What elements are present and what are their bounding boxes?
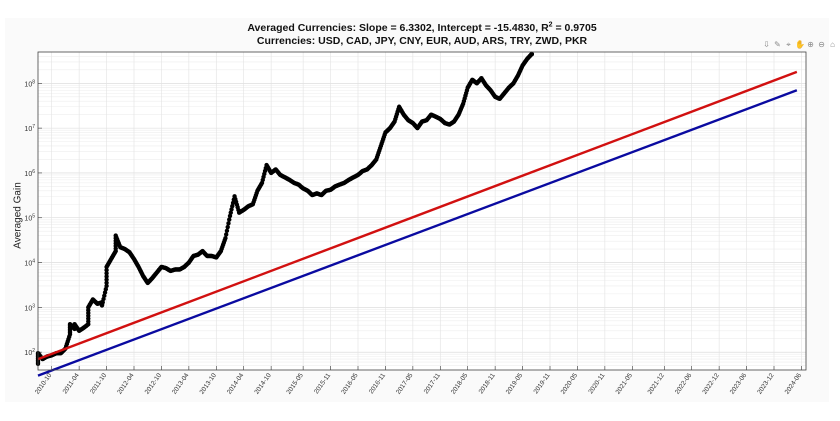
y-tick-label: 103 (24, 303, 35, 312)
x-tick-label: 2011-04 (62, 372, 81, 395)
data-point (223, 235, 228, 241)
series-averaged-gain (35, 51, 534, 367)
x-tick-label: 2018-05 (450, 372, 470, 396)
data-point (225, 224, 230, 230)
y-tick-label: 104 (24, 259, 35, 268)
x-tick-label: 2021-05 (615, 372, 635, 396)
zoom-out-icon[interactable]: ⊖ (818, 39, 825, 49)
datatip-icon[interactable]: ⌖ (786, 39, 791, 49)
y-tick-labels: 102 103 104 105 106 107 108 (24, 79, 42, 357)
data-point (223, 232, 229, 237)
x-tick-label: 2020-11 (587, 372, 606, 395)
x-tick-label: 2018-11 (478, 372, 497, 395)
x-tick-labels: 2010-10 2011-04 2011-10 2012-04 2012-10 2013-… (34, 366, 803, 396)
chart-title-suffix: = 0.9705 (552, 22, 597, 34)
export-icon[interactable]: ⇩ (763, 39, 770, 49)
data-point (104, 271, 109, 276)
x-tick-label: 2017-05 (395, 372, 415, 396)
axes-toolbar: ⇩ ✎ ⌖ ✋ ⊕ ⊖ ⌂ (762, 38, 837, 50)
y-tick-label: 108 (24, 79, 35, 88)
x-tick-label: 2023-06 (729, 372, 749, 396)
y-tick-label: 102 (24, 348, 35, 357)
data-point (529, 51, 534, 57)
pan-icon[interactable]: ✋ (795, 39, 805, 49)
x-tick-label: 2012-10 (144, 372, 164, 396)
x-tick-label: 2022-06 (674, 372, 694, 396)
y-tick-exponent: 2 (32, 348, 35, 354)
x-tick-label: 2012-04 (116, 372, 136, 396)
data-point (104, 280, 109, 286)
y-tick-exponent: 7 (32, 124, 35, 130)
y-tick-label: 106 (24, 169, 35, 178)
x-tick-label: 2016-05 (340, 372, 360, 396)
axes-background (38, 52, 806, 370)
data-point (104, 277, 109, 282)
data-point (104, 283, 109, 289)
axes-box (37, 51, 807, 371)
y-tick-label: 105 (24, 214, 35, 223)
data-point (224, 228, 230, 233)
brush-icon[interactable]: ✎ (774, 39, 781, 49)
home-icon[interactable]: ⌂ (830, 39, 835, 49)
x-tick-label: 2017-11 (423, 372, 442, 395)
x-tick-label: 2010-10 (34, 372, 54, 396)
x-tick-label: 2021-12 (647, 372, 667, 396)
y-tick-exponent: 8 (32, 79, 35, 85)
data-point (104, 267, 109, 273)
x-tick-label: 2020-05 (560, 372, 580, 396)
data-point (227, 217, 232, 222)
chart-title-line-1: Averaged Currencies: Slope = 6.3302, Int… (38, 21, 806, 35)
y-tick-exponent: 4 (32, 259, 35, 265)
x-tick-label: 2022-12 (701, 372, 721, 396)
x-tick-label: 2024-06 (784, 372, 804, 396)
x-tick-label: 2015-05 (285, 372, 305, 396)
fit-line-blue (37, 89, 798, 377)
zoom-in-icon[interactable]: ⊕ (807, 39, 814, 49)
y-tick-label: 107 (24, 124, 35, 133)
y-tick-exponent: 5 (32, 214, 35, 220)
x-tick-label: 2019-11 (532, 372, 551, 395)
chart-title-superscript: 2 (548, 21, 553, 29)
x-tick-label: 2013-04 (171, 372, 191, 396)
x-tick-label: 2015-11 (313, 372, 332, 395)
data-point (104, 274, 109, 279)
chart-title-line-2: Currencies: USD, CAD, JPY, CNY, EUR, AUD… (256, 35, 588, 47)
x-tick-label: 2013-10 (199, 372, 219, 396)
y-tick-exponent: 3 (32, 303, 35, 309)
x-tick-label: 2019-05 (505, 372, 525, 396)
x-tick-label: 2016-11 (368, 372, 387, 395)
chart-title-prefix: Averaged Currencies: Slope = 6.3302, Int… (247, 22, 549, 34)
x-tick-label: 2011-10 (89, 372, 108, 395)
fit-line-red (37, 70, 798, 361)
y-tick-exponent: 6 (32, 169, 35, 175)
data-point (226, 221, 231, 226)
x-tick-label: 2014-04 (226, 372, 246, 396)
x-tick-label: 2023-12 (756, 372, 776, 396)
x-tick-label: 2014-10 (253, 372, 273, 396)
